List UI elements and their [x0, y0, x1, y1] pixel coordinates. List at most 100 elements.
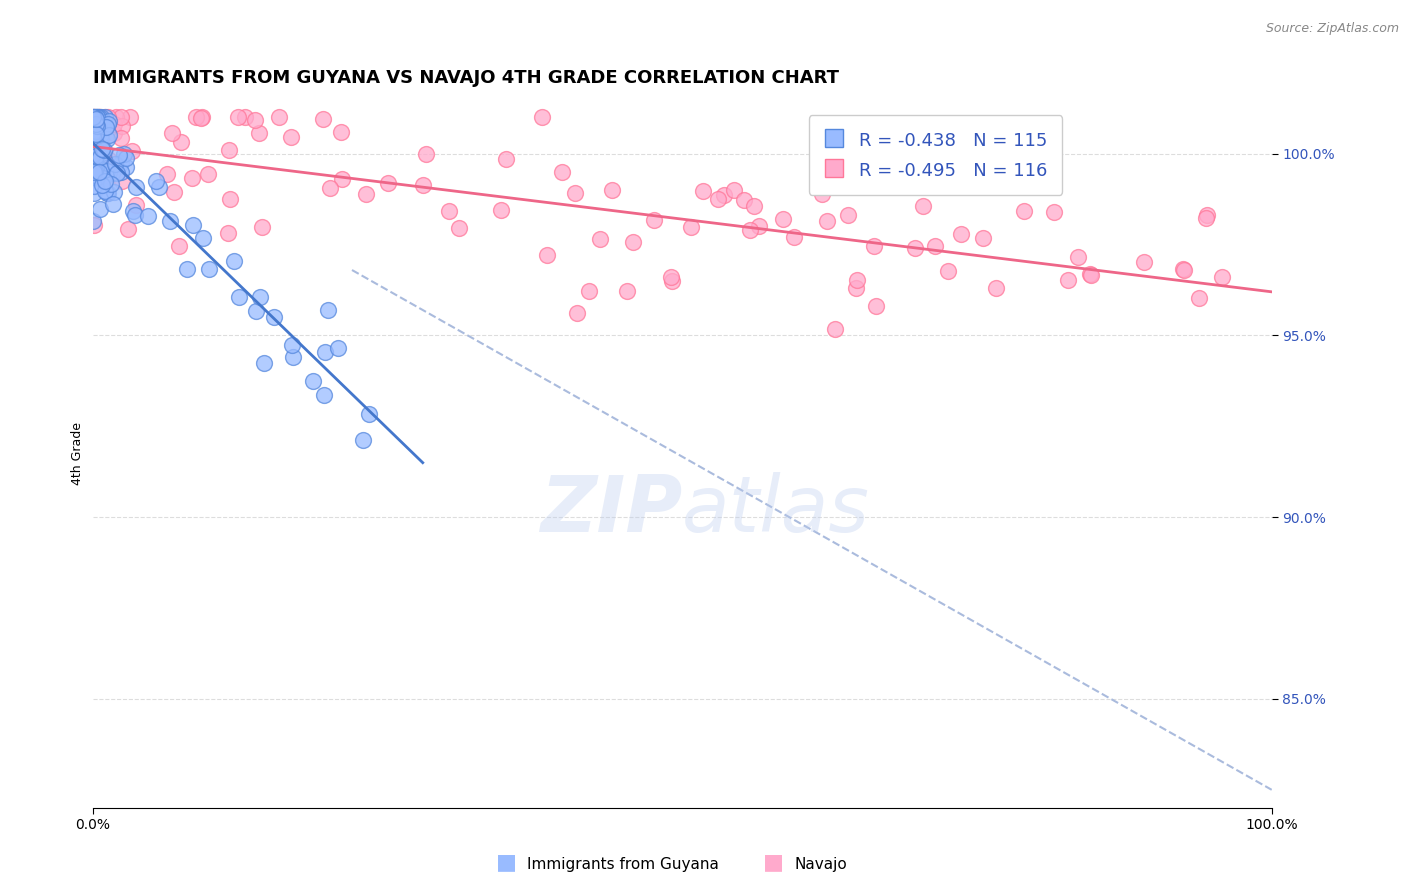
Point — [90, 127, 112, 141]
Legend: R = -0.438   N = 115, R = -0.495   N = 116: R = -0.438 N = 115, R = -0.495 N = 116 — [808, 115, 1063, 195]
Point — [412, 178, 434, 192]
Point — [692, 184, 714, 198]
Point — [86, 111, 108, 125]
Point — [904, 241, 927, 255]
Point — [98, 113, 121, 128]
Point — [713, 188, 735, 202]
Point — [97, 111, 120, 125]
Text: IMMIGRANTS FROM GUYANA VS NAVAJO 4TH GRADE CORRELATION CHART: IMMIGRANTS FROM GUYANA VS NAVAJO 4TH GRA… — [93, 69, 838, 87]
Point — [218, 144, 240, 158]
Point — [224, 254, 246, 268]
Point — [319, 181, 342, 195]
Point — [1171, 261, 1194, 276]
Point — [82, 111, 104, 125]
Point — [97, 152, 120, 166]
Point — [87, 111, 110, 125]
Point — [94, 111, 117, 125]
Point — [1078, 267, 1101, 281]
Point — [118, 111, 141, 125]
Point — [83, 146, 105, 161]
Point — [83, 111, 105, 125]
Point — [101, 197, 124, 211]
Point — [252, 356, 274, 370]
Point — [181, 218, 204, 232]
Point — [839, 174, 862, 188]
Point — [827, 167, 849, 181]
Point — [551, 165, 574, 179]
Point — [98, 165, 121, 179]
Point — [530, 111, 553, 125]
Point — [281, 350, 304, 364]
Point — [160, 126, 183, 140]
Point — [924, 239, 946, 253]
Point — [83, 165, 105, 179]
Point — [91, 120, 114, 134]
Point — [93, 153, 115, 167]
Point — [110, 131, 132, 145]
Point — [83, 186, 105, 200]
Point — [83, 114, 105, 128]
Text: ZIP: ZIP — [540, 472, 682, 549]
Point — [89, 149, 111, 163]
Point — [84, 161, 107, 176]
Point — [82, 148, 104, 162]
Point — [96, 186, 118, 201]
Point — [250, 220, 273, 235]
Point — [197, 167, 219, 181]
Point — [94, 170, 117, 185]
Point — [125, 198, 148, 212]
Point — [86, 117, 108, 131]
Point — [83, 148, 105, 162]
Point — [108, 148, 131, 162]
Point — [600, 183, 623, 197]
Point — [837, 208, 859, 222]
Point — [84, 111, 107, 125]
Point — [316, 303, 339, 318]
Point — [226, 111, 249, 125]
Point — [94, 174, 117, 188]
Point — [112, 146, 135, 161]
Point — [100, 178, 122, 192]
Point — [89, 111, 111, 125]
Point — [949, 227, 972, 241]
Point — [87, 111, 110, 125]
Point — [742, 199, 765, 213]
Point — [159, 214, 181, 228]
Point — [1173, 262, 1195, 277]
Text: ■: ■ — [763, 853, 783, 872]
Point — [103, 160, 125, 174]
Point — [91, 142, 114, 156]
Point — [89, 202, 111, 216]
Point — [156, 168, 179, 182]
Point — [589, 232, 612, 246]
Point — [738, 223, 761, 237]
Point — [82, 111, 104, 125]
Point — [661, 274, 683, 288]
Point — [824, 322, 846, 336]
Point — [280, 130, 302, 145]
Point — [330, 172, 353, 186]
Point — [82, 144, 104, 158]
Point — [723, 184, 745, 198]
Point — [191, 231, 214, 245]
Point — [87, 164, 110, 178]
Point — [169, 239, 191, 253]
Point — [733, 193, 755, 207]
Point — [1194, 211, 1216, 225]
Point — [281, 338, 304, 352]
Point — [312, 112, 335, 127]
Point — [84, 148, 107, 162]
Point — [87, 169, 110, 183]
Point — [105, 166, 128, 180]
Point — [984, 281, 1007, 295]
Point — [97, 128, 120, 142]
Point — [84, 170, 107, 185]
Point — [536, 247, 558, 261]
Point — [263, 310, 285, 324]
Point — [97, 186, 120, 200]
Point — [772, 212, 794, 227]
Point — [89, 118, 111, 132]
Point — [110, 165, 132, 179]
Point — [82, 111, 104, 125]
Point — [1067, 251, 1090, 265]
